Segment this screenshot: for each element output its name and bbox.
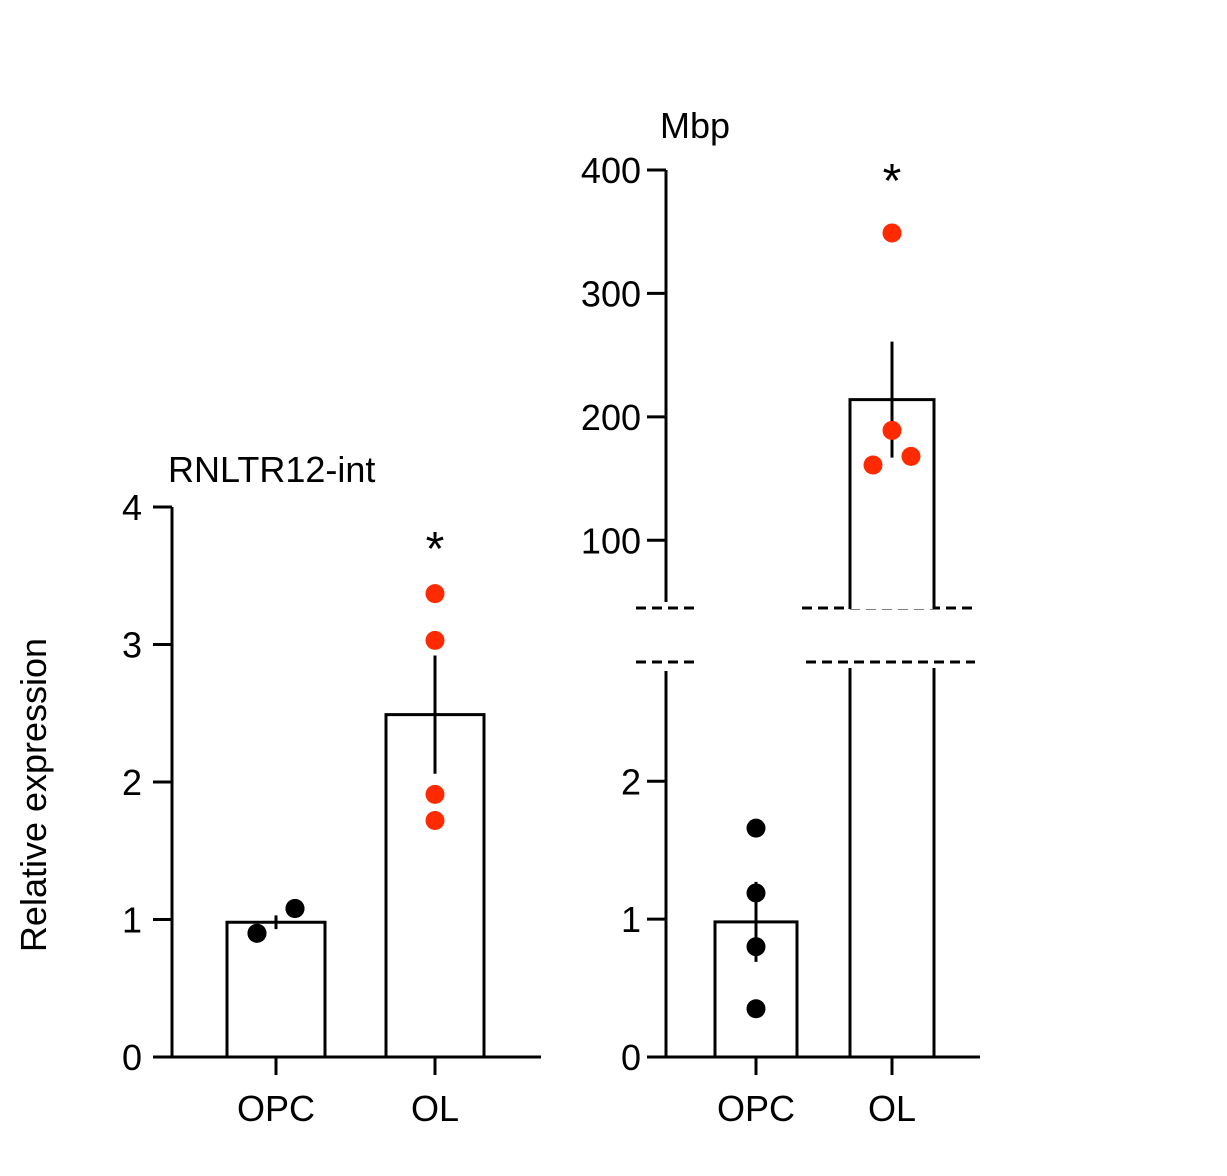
data-point — [425, 584, 445, 604]
chart-left: RNLTR12-int 0 1 2 3 4 OPC OL * — [122, 449, 541, 1129]
chart-right-title: Mbp — [660, 105, 730, 146]
bar-ol-lower — [848, 668, 936, 1057]
chart-left-axes: 0 1 2 3 4 OPC OL — [122, 487, 541, 1129]
chart-left-marks: * — [225, 523, 486, 1059]
significance-star: * — [426, 523, 445, 576]
data-point — [746, 937, 766, 957]
x-tick-label: OPC — [717, 1088, 795, 1129]
y-tick-label: 200 — [581, 397, 641, 438]
y-tick-label: 4 — [122, 487, 142, 528]
data-point — [746, 999, 766, 1019]
x-tick-label: OL — [411, 1088, 459, 1129]
data-point — [863, 455, 883, 475]
y-tick-label: 2 — [621, 761, 641, 802]
y-tick-label: 2 — [122, 762, 142, 803]
y-tick-label: 400 — [581, 150, 641, 191]
significance-star: * — [883, 155, 902, 208]
chart-left-title: RNLTR12-int — [168, 449, 375, 490]
data-point — [285, 899, 305, 918]
data-point — [882, 420, 902, 440]
y-tick-label: 3 — [122, 625, 142, 666]
data-point — [746, 883, 766, 903]
data-point — [425, 784, 445, 804]
y-tick-label: 1 — [621, 899, 641, 940]
data-point — [882, 223, 902, 243]
y-tick-label: 100 — [581, 520, 641, 561]
data-point — [746, 818, 766, 838]
x-tick-label: OL — [868, 1088, 916, 1129]
data-point — [901, 446, 921, 466]
data-point — [425, 811, 445, 830]
y-tick-label: 0 — [621, 1037, 641, 1078]
data-point — [425, 630, 445, 650]
y-axis-label: Relative expression — [13, 638, 54, 952]
y-tick-label: 1 — [122, 900, 142, 941]
chart-right-marks: * — [713, 155, 936, 1059]
bar-opc — [225, 920, 327, 1059]
chart-right-axes: 100 200 300 400 0 1 2 OPC OL — [581, 150, 980, 1129]
y-tick-label: 0 — [122, 1037, 142, 1078]
chart-right: Mbp 100 200 300 400 0 1 2 OPC OL * — [581, 105, 980, 1129]
data-point — [247, 923, 267, 943]
y-tick-label: 300 — [581, 273, 641, 314]
x-tick-label: OPC — [237, 1088, 315, 1129]
